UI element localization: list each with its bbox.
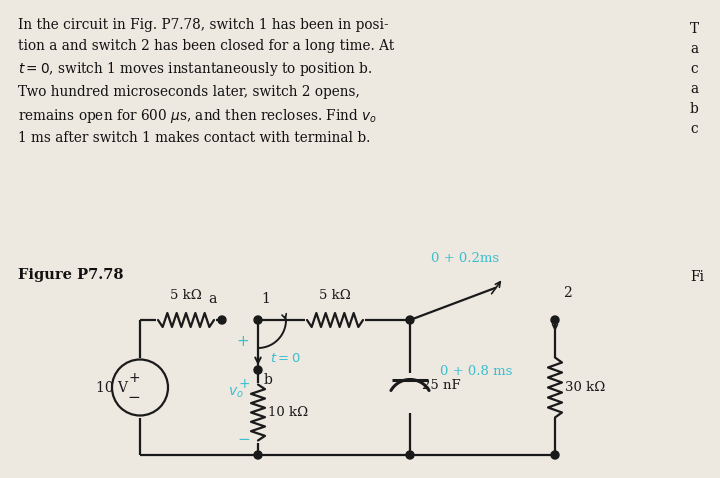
Text: c: c bbox=[690, 122, 698, 136]
Circle shape bbox=[551, 451, 559, 459]
Text: 10 V: 10 V bbox=[96, 380, 128, 394]
Text: 1: 1 bbox=[261, 292, 270, 306]
Circle shape bbox=[254, 316, 262, 324]
Circle shape bbox=[218, 316, 226, 324]
Circle shape bbox=[254, 451, 262, 459]
Text: +: + bbox=[237, 335, 249, 349]
Circle shape bbox=[406, 451, 414, 459]
Circle shape bbox=[406, 316, 414, 324]
Text: In the circuit in Fig. P7.78, switch 1 has been in posi-
tion a and switch 2 has: In the circuit in Fig. P7.78, switch 1 h… bbox=[18, 18, 395, 145]
Circle shape bbox=[254, 366, 262, 374]
Text: 2: 2 bbox=[563, 286, 572, 300]
Text: 25 nF: 25 nF bbox=[422, 379, 461, 392]
Text: c: c bbox=[690, 62, 698, 76]
Text: 30 kΩ: 30 kΩ bbox=[565, 381, 606, 394]
Circle shape bbox=[551, 316, 559, 324]
Text: b: b bbox=[690, 102, 698, 116]
Text: $v_o$: $v_o$ bbox=[228, 385, 244, 400]
Text: 5 kΩ: 5 kΩ bbox=[319, 289, 351, 302]
Text: $t=0$: $t=0$ bbox=[270, 351, 301, 365]
Text: a: a bbox=[690, 82, 698, 96]
Text: Figure P7.78: Figure P7.78 bbox=[18, 268, 124, 282]
Text: 5 kΩ: 5 kΩ bbox=[170, 289, 202, 302]
Text: 10 kΩ: 10 kΩ bbox=[268, 406, 308, 419]
Text: 0 + 0.8 ms: 0 + 0.8 ms bbox=[440, 365, 513, 378]
Text: a: a bbox=[209, 292, 217, 306]
Text: Fi: Fi bbox=[690, 270, 704, 284]
Text: +: + bbox=[128, 371, 140, 385]
Text: T: T bbox=[690, 22, 699, 36]
Text: a: a bbox=[690, 42, 698, 56]
Text: −: − bbox=[238, 432, 251, 446]
Text: b: b bbox=[264, 373, 273, 387]
Text: 0 + 0.2ms: 0 + 0.2ms bbox=[431, 252, 499, 265]
Text: −: − bbox=[127, 390, 140, 405]
Text: +: + bbox=[238, 377, 250, 391]
